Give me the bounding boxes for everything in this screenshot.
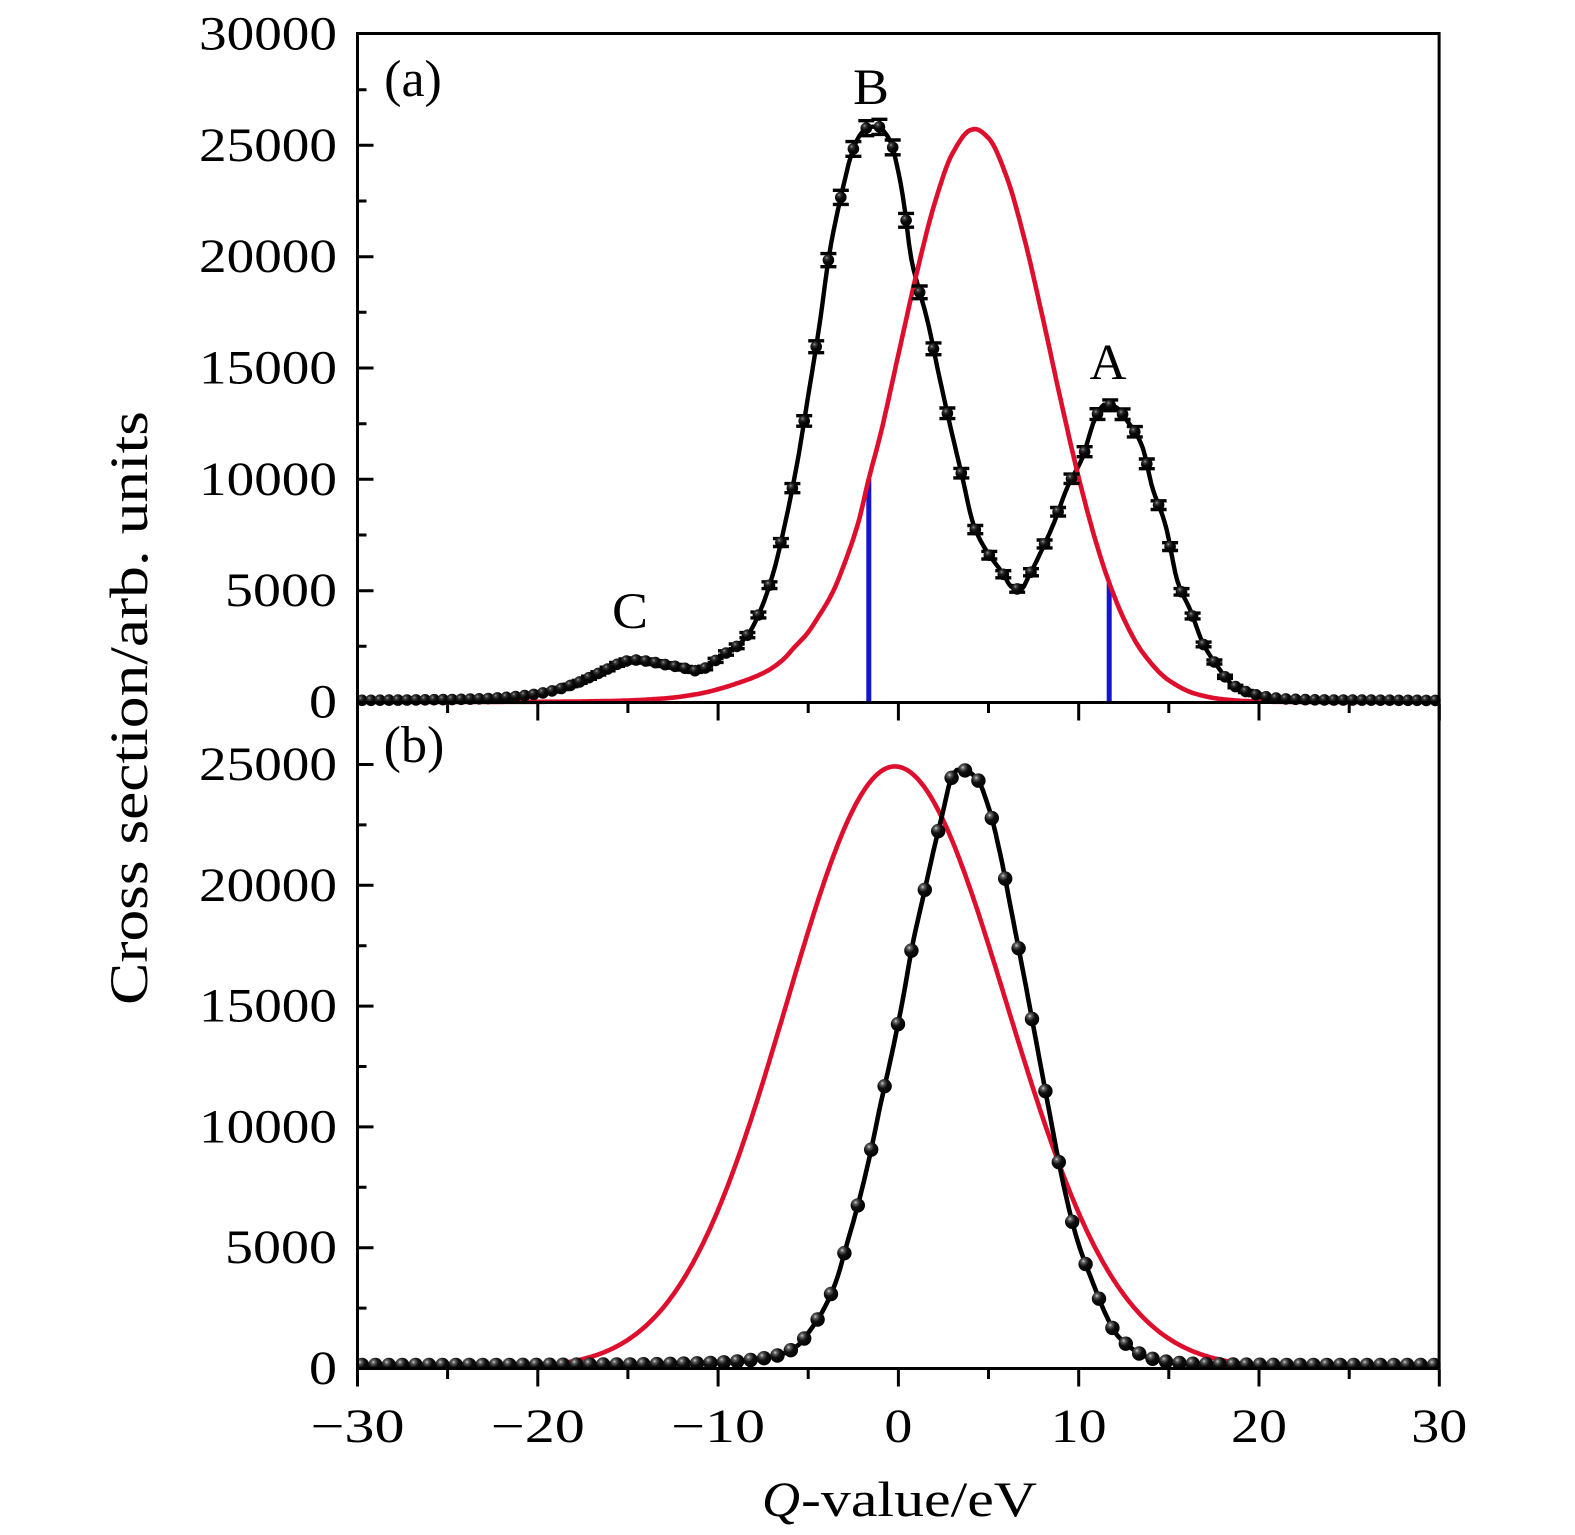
svg-text:(b): (b)	[384, 717, 445, 774]
svg-text:-value/eV: -value/eV	[801, 1471, 1037, 1527]
svg-text:25000: 25000	[199, 119, 337, 172]
svg-text:0: 0	[884, 1400, 912, 1453]
svg-text:(a): (a)	[384, 51, 442, 108]
svg-text:5000: 5000	[225, 1221, 337, 1274]
svg-text:A: A	[1090, 335, 1127, 391]
svg-text:Q: Q	[762, 1471, 800, 1527]
svg-text:20000: 20000	[199, 859, 337, 912]
svg-text:−20: −20	[491, 1400, 585, 1453]
svg-text:B: B	[853, 60, 889, 116]
svg-text:10000: 10000	[199, 1100, 337, 1153]
svg-text:C: C	[612, 584, 648, 640]
svg-text:0: 0	[309, 676, 337, 729]
svg-text:30: 30	[1411, 1400, 1467, 1453]
svg-text:30000: 30000	[199, 8, 337, 61]
svg-text:Cross section/arb. units: Cross section/arb. units	[99, 411, 159, 1005]
svg-text:10000: 10000	[199, 453, 337, 506]
svg-text:25000: 25000	[199, 738, 337, 791]
svg-text:−30: −30	[311, 1400, 405, 1453]
svg-text:5000: 5000	[225, 564, 337, 617]
svg-text:15000: 15000	[199, 980, 337, 1033]
svg-text:0: 0	[309, 1342, 337, 1395]
svg-text:10: 10	[1051, 1400, 1107, 1453]
svg-text:−10: −10	[671, 1400, 765, 1453]
svg-text:20000: 20000	[199, 230, 337, 283]
svg-text:20: 20	[1231, 1400, 1287, 1453]
svg-text:15000: 15000	[199, 342, 337, 395]
